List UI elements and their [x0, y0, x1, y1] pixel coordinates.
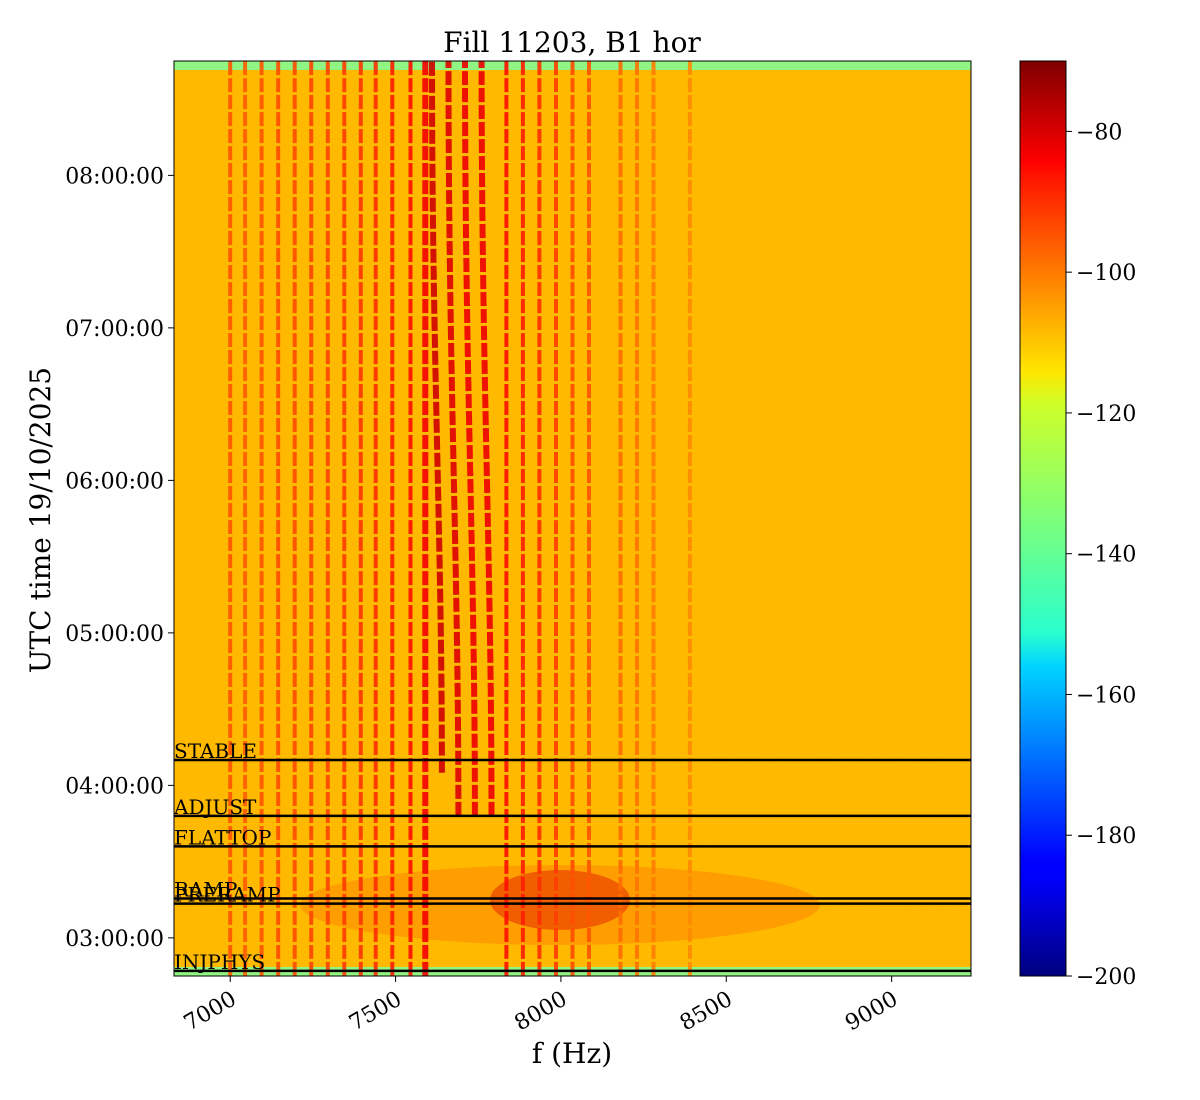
phase-label: INJPHYS	[174, 950, 265, 974]
spectral-line	[429, 61, 445, 773]
spectral-line	[462, 61, 478, 816]
x-tick-label: 9000	[841, 987, 902, 1037]
x-axis: 7000 7500 8000 8500 9000	[180, 976, 902, 1036]
plot-area	[174, 61, 971, 976]
y-tick-label: 07:00:00	[65, 317, 164, 342]
colorbar-tick-label: −180	[1076, 824, 1136, 849]
x-axis-label: f (Hz)	[532, 1037, 612, 1070]
spectral-line	[445, 61, 462, 816]
ramp-broadband-core	[490, 870, 630, 930]
x-tick-label: 7500	[345, 987, 406, 1037]
phase-label: RAMP	[174, 878, 237, 902]
colorbar-tick-label: −200	[1076, 965, 1136, 990]
spectral-line	[478, 61, 495, 816]
phase-label: ADJUST	[173, 795, 257, 819]
chart-title: Fill 11203, B1 hor	[443, 26, 701, 59]
spectral-lines-layer	[228, 61, 692, 976]
colorbar	[1019, 60, 1067, 977]
y-tick-label: 06:00:00	[65, 469, 164, 494]
colorbar-axis: −80 −100 −120 −140 −160 −180 −200	[1066, 120, 1136, 990]
colorbar-tick-label: −160	[1076, 683, 1136, 708]
y-axis-label: UTC time 19/10/2025	[24, 367, 57, 673]
phase-label: FLATTOP	[174, 825, 271, 849]
colorbar-tick-label: −120	[1076, 402, 1136, 427]
y-axis: 03:00:00 04:00:00 05:00:00 06:00:00 07:00:00…	[65, 164, 174, 952]
colorbar-tick-label: −100	[1076, 261, 1136, 286]
x-tick-label: 7000	[180, 987, 241, 1037]
x-tick-label: 8000	[511, 987, 572, 1037]
plot-frame	[173, 60, 972, 977]
y-tick-label: 04:00:00	[65, 774, 164, 799]
x-tick-label: 8500	[676, 987, 737, 1037]
noise-texture	[174, 61, 971, 976]
phase-label: PRERAMP	[174, 883, 281, 907]
colorbar-tick-label: −140	[1076, 543, 1136, 568]
y-tick-label: 05:00:00	[65, 622, 164, 647]
phase-label: STABLE	[174, 739, 257, 763]
y-tick-label: 03:00:00	[65, 927, 164, 952]
y-tick-label: 08:00:00	[65, 164, 164, 189]
colorbar-tick-label: −80	[1076, 120, 1122, 145]
